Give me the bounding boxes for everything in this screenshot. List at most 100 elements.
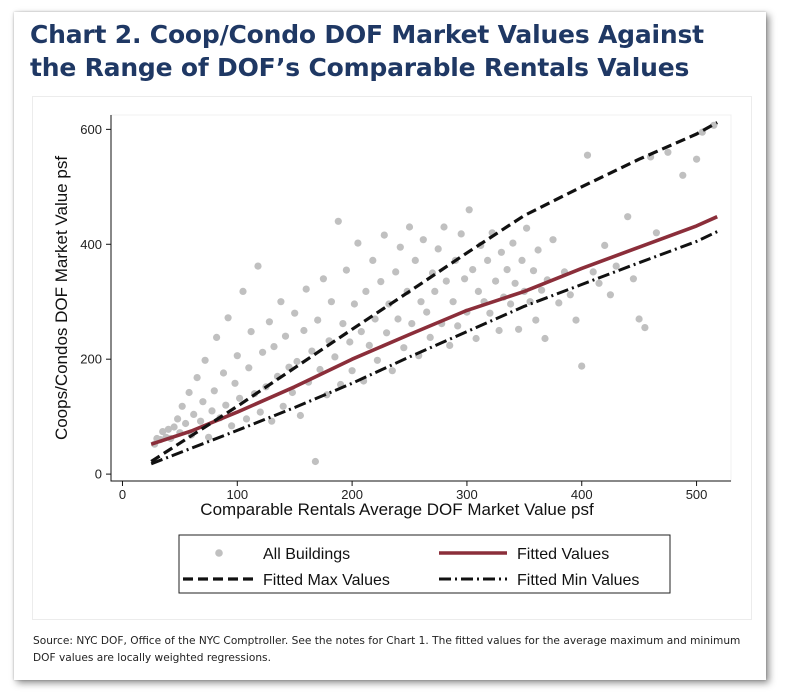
legend-label-all-buildings: All Buildings bbox=[263, 546, 350, 563]
data-point bbox=[265, 318, 273, 326]
data-point bbox=[423, 308, 431, 316]
data-point bbox=[210, 387, 218, 395]
data-point bbox=[208, 407, 216, 415]
data-point bbox=[205, 433, 213, 441]
data-point bbox=[518, 256, 526, 264]
y-tick-label: 0 bbox=[95, 467, 102, 482]
data-point bbox=[300, 326, 308, 335]
data-point bbox=[396, 243, 404, 251]
legend-label-fitted-min: Fitted Min Values bbox=[517, 572, 639, 589]
data-point bbox=[185, 388, 193, 397]
data-point bbox=[595, 279, 603, 287]
data-point bbox=[346, 338, 354, 346]
data-point bbox=[245, 364, 253, 372]
data-point bbox=[380, 231, 388, 239]
data-point bbox=[394, 315, 402, 323]
data-point bbox=[362, 287, 370, 295]
data-point bbox=[534, 246, 542, 254]
data-point bbox=[474, 287, 482, 295]
data-point bbox=[612, 262, 620, 270]
data-point bbox=[342, 266, 350, 274]
data-point bbox=[529, 267, 538, 275]
legend-label-fitted: Fitted Values bbox=[517, 546, 609, 563]
legend: All Buildings Fitted Values Fitted Max Val… bbox=[178, 534, 671, 594]
data-point bbox=[339, 320, 347, 328]
data-point bbox=[388, 367, 396, 375]
data-point bbox=[431, 287, 439, 295]
x-tick-label: 500 bbox=[686, 487, 708, 502]
data-point bbox=[242, 415, 251, 423]
data-point bbox=[334, 217, 342, 225]
data-point bbox=[291, 309, 299, 317]
data-point bbox=[213, 333, 221, 341]
data-point bbox=[308, 347, 316, 355]
data-point bbox=[538, 286, 546, 294]
x-axis-title: Comparable Rentals Average DOF Market Va… bbox=[200, 500, 594, 519]
data-point bbox=[549, 236, 557, 244]
data-point bbox=[268, 417, 276, 425]
data-point bbox=[190, 410, 198, 418]
fitted-max-line bbox=[150, 121, 718, 463]
data-point bbox=[236, 394, 244, 402]
fitted-min-line bbox=[150, 230, 718, 466]
data-point bbox=[174, 415, 182, 423]
data-point bbox=[417, 298, 425, 306]
data-point bbox=[193, 374, 201, 382]
data-point bbox=[357, 328, 365, 336]
data-point bbox=[635, 315, 643, 323]
data-point bbox=[373, 356, 381, 364]
data-point bbox=[566, 291, 574, 299]
data-point bbox=[411, 256, 419, 264]
x-tick-label: 400 bbox=[571, 487, 593, 502]
data-point bbox=[693, 155, 701, 163]
y-tick-label: 600 bbox=[80, 122, 102, 137]
data-point bbox=[679, 171, 687, 179]
scatter-points bbox=[151, 121, 718, 466]
data-point bbox=[497, 248, 505, 256]
data-point bbox=[316, 365, 324, 374]
data-point bbox=[578, 362, 586, 370]
data-point bbox=[472, 334, 480, 343]
data-point bbox=[350, 300, 358, 308]
data-point bbox=[302, 285, 310, 293]
data-point bbox=[222, 401, 230, 409]
data-point bbox=[652, 229, 661, 237]
data-point bbox=[182, 419, 190, 428]
data-point bbox=[461, 275, 469, 283]
data-point bbox=[377, 278, 385, 286]
data-point bbox=[254, 262, 262, 270]
data-point bbox=[555, 299, 563, 307]
data-point bbox=[509, 239, 517, 247]
source-note: Source: NYC DOF, Office of the NYC Compt… bbox=[33, 635, 741, 664]
data-point bbox=[231, 379, 239, 387]
data-point bbox=[256, 408, 264, 416]
data-point bbox=[405, 223, 414, 231]
data-point bbox=[419, 236, 427, 244]
legend-label-fitted-max: Fitted Max Values bbox=[263, 572, 390, 589]
data-point bbox=[583, 151, 592, 159]
data-point bbox=[511, 279, 519, 287]
data-point bbox=[201, 356, 209, 364]
data-point bbox=[541, 334, 549, 343]
data-point bbox=[354, 239, 362, 247]
data-point bbox=[219, 369, 228, 377]
y-axis-title: Coops/Condos DOF Market Value psf bbox=[52, 156, 71, 440]
data-point bbox=[532, 316, 540, 324]
data-point bbox=[434, 245, 442, 253]
data-point bbox=[469, 266, 477, 274]
x-tick-label: 100 bbox=[226, 487, 248, 502]
data-point bbox=[319, 275, 327, 283]
data-point bbox=[233, 352, 241, 360]
data-point bbox=[589, 268, 597, 276]
data-point bbox=[270, 343, 278, 351]
scatter-chart: 0 100 200 300 400 500 0 200 400 600 Comparable Ren… bbox=[52, 114, 732, 594]
data-point bbox=[446, 341, 454, 349]
x-tick-label: 0 bbox=[119, 487, 126, 502]
data-point bbox=[293, 357, 301, 366]
data-point bbox=[392, 268, 400, 276]
y-tick-label: 200 bbox=[80, 352, 102, 367]
data-point bbox=[515, 325, 523, 333]
data-point bbox=[277, 298, 285, 306]
data-point bbox=[228, 422, 236, 430]
data-point bbox=[484, 256, 492, 264]
